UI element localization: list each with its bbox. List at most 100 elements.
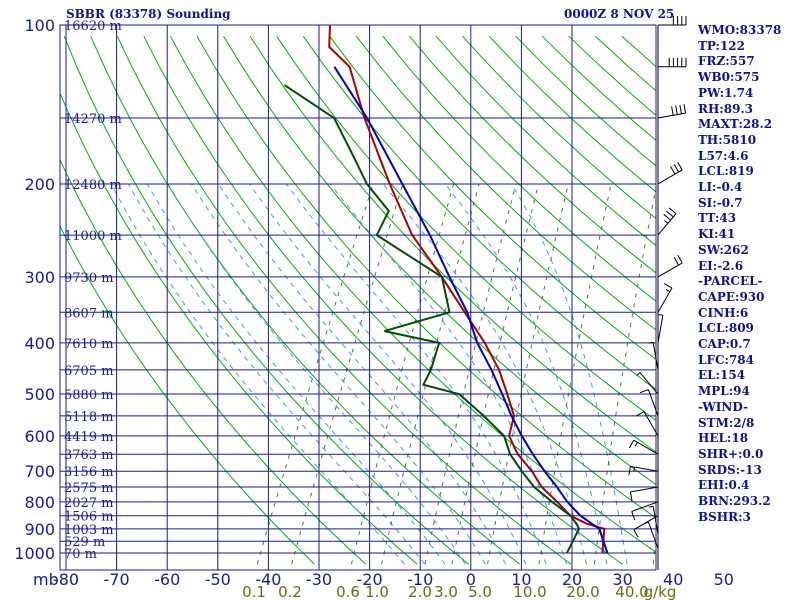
index-value: LCL:809 xyxy=(698,321,754,336)
moist-adiabat-line xyxy=(249,183,527,565)
index-value: LI:-0.4 xyxy=(698,180,743,195)
pressure-tick-label: 100 xyxy=(24,16,55,35)
height-label: 6705 m xyxy=(64,364,114,379)
mixing-ratio-line xyxy=(451,183,539,565)
index-value: WB0:575 xyxy=(698,70,760,85)
wind-barb xyxy=(657,207,677,236)
height-label: 16620 m xyxy=(64,19,122,34)
mixing-ratio-line xyxy=(487,183,569,565)
wind-barb-half-flag xyxy=(665,288,671,293)
dry-adiabat-line xyxy=(223,35,656,486)
pressure-tick-label: 1000 xyxy=(14,544,55,563)
wind-barb-half-flag xyxy=(658,314,663,316)
wind-barb-half-flag xyxy=(664,220,669,224)
wind-barb-flag xyxy=(679,104,682,114)
temperature-tick-label: 40 xyxy=(663,570,683,589)
wind-barb-staff xyxy=(647,521,659,549)
pressure-tick-label: 700 xyxy=(24,462,55,481)
wind-barb-staff xyxy=(639,372,659,395)
wind-barb-staff xyxy=(652,506,659,534)
moist-adiabat-line xyxy=(167,183,466,565)
pressure-tick-label: 900 xyxy=(24,520,55,539)
wind-barb-flag xyxy=(677,254,683,264)
dry-adiabat-line xyxy=(90,35,521,565)
dry-adiabat-line xyxy=(382,35,656,302)
index-value: SW:262 xyxy=(698,242,749,257)
pressure-tick-label: 200 xyxy=(24,175,55,194)
pressure-tick-label: 300 xyxy=(24,268,55,287)
wind-barb xyxy=(657,254,683,278)
wind-barb xyxy=(628,465,659,476)
height-label: 3763 m xyxy=(64,448,114,463)
wind-barb-staff xyxy=(657,213,677,236)
wind-barb-staff xyxy=(657,262,683,278)
index-value: TP:122 xyxy=(698,38,746,53)
temperature-tick-label: 10 xyxy=(511,570,531,589)
temperature-tick-label: -80 xyxy=(53,570,79,589)
observation-time: 0000Z 8 NOV 25 xyxy=(564,7,675,21)
wind-barb-flag xyxy=(673,256,680,266)
temperature-tick-label: -30 xyxy=(306,570,332,589)
wind-barb xyxy=(657,104,687,119)
dry-adiabat-line xyxy=(249,35,656,453)
index-value: SHR+:0.0 xyxy=(698,446,764,461)
height-label: 7610 m xyxy=(64,337,114,352)
wind-barb-staff xyxy=(631,501,659,512)
pressure-tick-label: 600 xyxy=(24,427,55,446)
index-value: -WIND- xyxy=(698,399,748,414)
index-value: BRN:293.2 xyxy=(698,494,771,509)
wind-barb xyxy=(639,389,659,417)
height-label: 1506 m xyxy=(64,510,114,525)
wind-barb-half-flag xyxy=(634,442,638,447)
wind-barb-half-flag xyxy=(636,372,641,376)
wind-barb xyxy=(648,505,659,534)
wind-barb-flag xyxy=(628,439,635,449)
index-value: KI:41 xyxy=(698,227,736,242)
wind-barb-staff xyxy=(657,315,664,343)
wind-barb-half-flag xyxy=(648,341,654,344)
wind-barb-flag xyxy=(671,106,674,116)
mixing-ratio-line xyxy=(291,183,404,565)
wind-barb xyxy=(635,411,659,437)
index-value: MAXT:28.2 xyxy=(698,117,773,132)
pressure-unit-label: mb xyxy=(33,570,59,589)
mixing-ratio-label: 0.1 xyxy=(242,583,266,600)
temperature-tick-label: -40 xyxy=(255,570,281,589)
dry-adiabat-line xyxy=(116,35,572,565)
wind-barb-staff xyxy=(652,342,659,370)
index-value: SI:-0.7 xyxy=(698,195,743,210)
wind-barb-half-flag xyxy=(633,466,636,472)
index-value: LFC:784 xyxy=(698,352,754,367)
dry-adiabat-line xyxy=(276,35,656,422)
index-value: LCL:819 xyxy=(698,164,754,179)
index-value: MPL:94 xyxy=(698,384,750,399)
temperature-tick-label: -50 xyxy=(205,570,231,589)
index-value: L57:4.6 xyxy=(698,148,749,163)
mixing-ratio-line xyxy=(381,183,480,565)
moist-adiabat-line xyxy=(217,183,507,565)
wind-barb-flag xyxy=(628,466,631,476)
height-label: 2027 m xyxy=(64,496,114,511)
dry-adiabat-line xyxy=(60,158,367,565)
moist-adiabat-line xyxy=(146,183,446,565)
temperature-tick-label: 30 xyxy=(612,570,632,589)
index-value: CAP:0.7 xyxy=(698,337,751,352)
wind-barb-flag xyxy=(668,207,677,215)
height-label: 11000 m xyxy=(64,229,122,244)
wind-barb-flag xyxy=(633,529,639,538)
dry-adiabat-line xyxy=(409,35,656,274)
moist-adiabat-line xyxy=(127,183,426,565)
mixing-ratio-unit-label: g/kg xyxy=(644,583,677,600)
wind-barb xyxy=(636,372,659,395)
temperature-tick-label: 0 xyxy=(466,570,476,589)
height-label: 9730 m xyxy=(64,271,114,286)
wind-barb-flag xyxy=(629,491,633,501)
wind-barb-staff xyxy=(633,515,659,531)
mixing-ratio-label: 10.0 xyxy=(513,583,546,600)
mixing-ratio-line xyxy=(256,183,374,565)
moist-adiabat-line xyxy=(510,183,628,565)
index-value: RH:89.3 xyxy=(698,101,753,116)
height-label: 5880 m xyxy=(64,388,114,403)
wind-barb xyxy=(657,161,683,185)
